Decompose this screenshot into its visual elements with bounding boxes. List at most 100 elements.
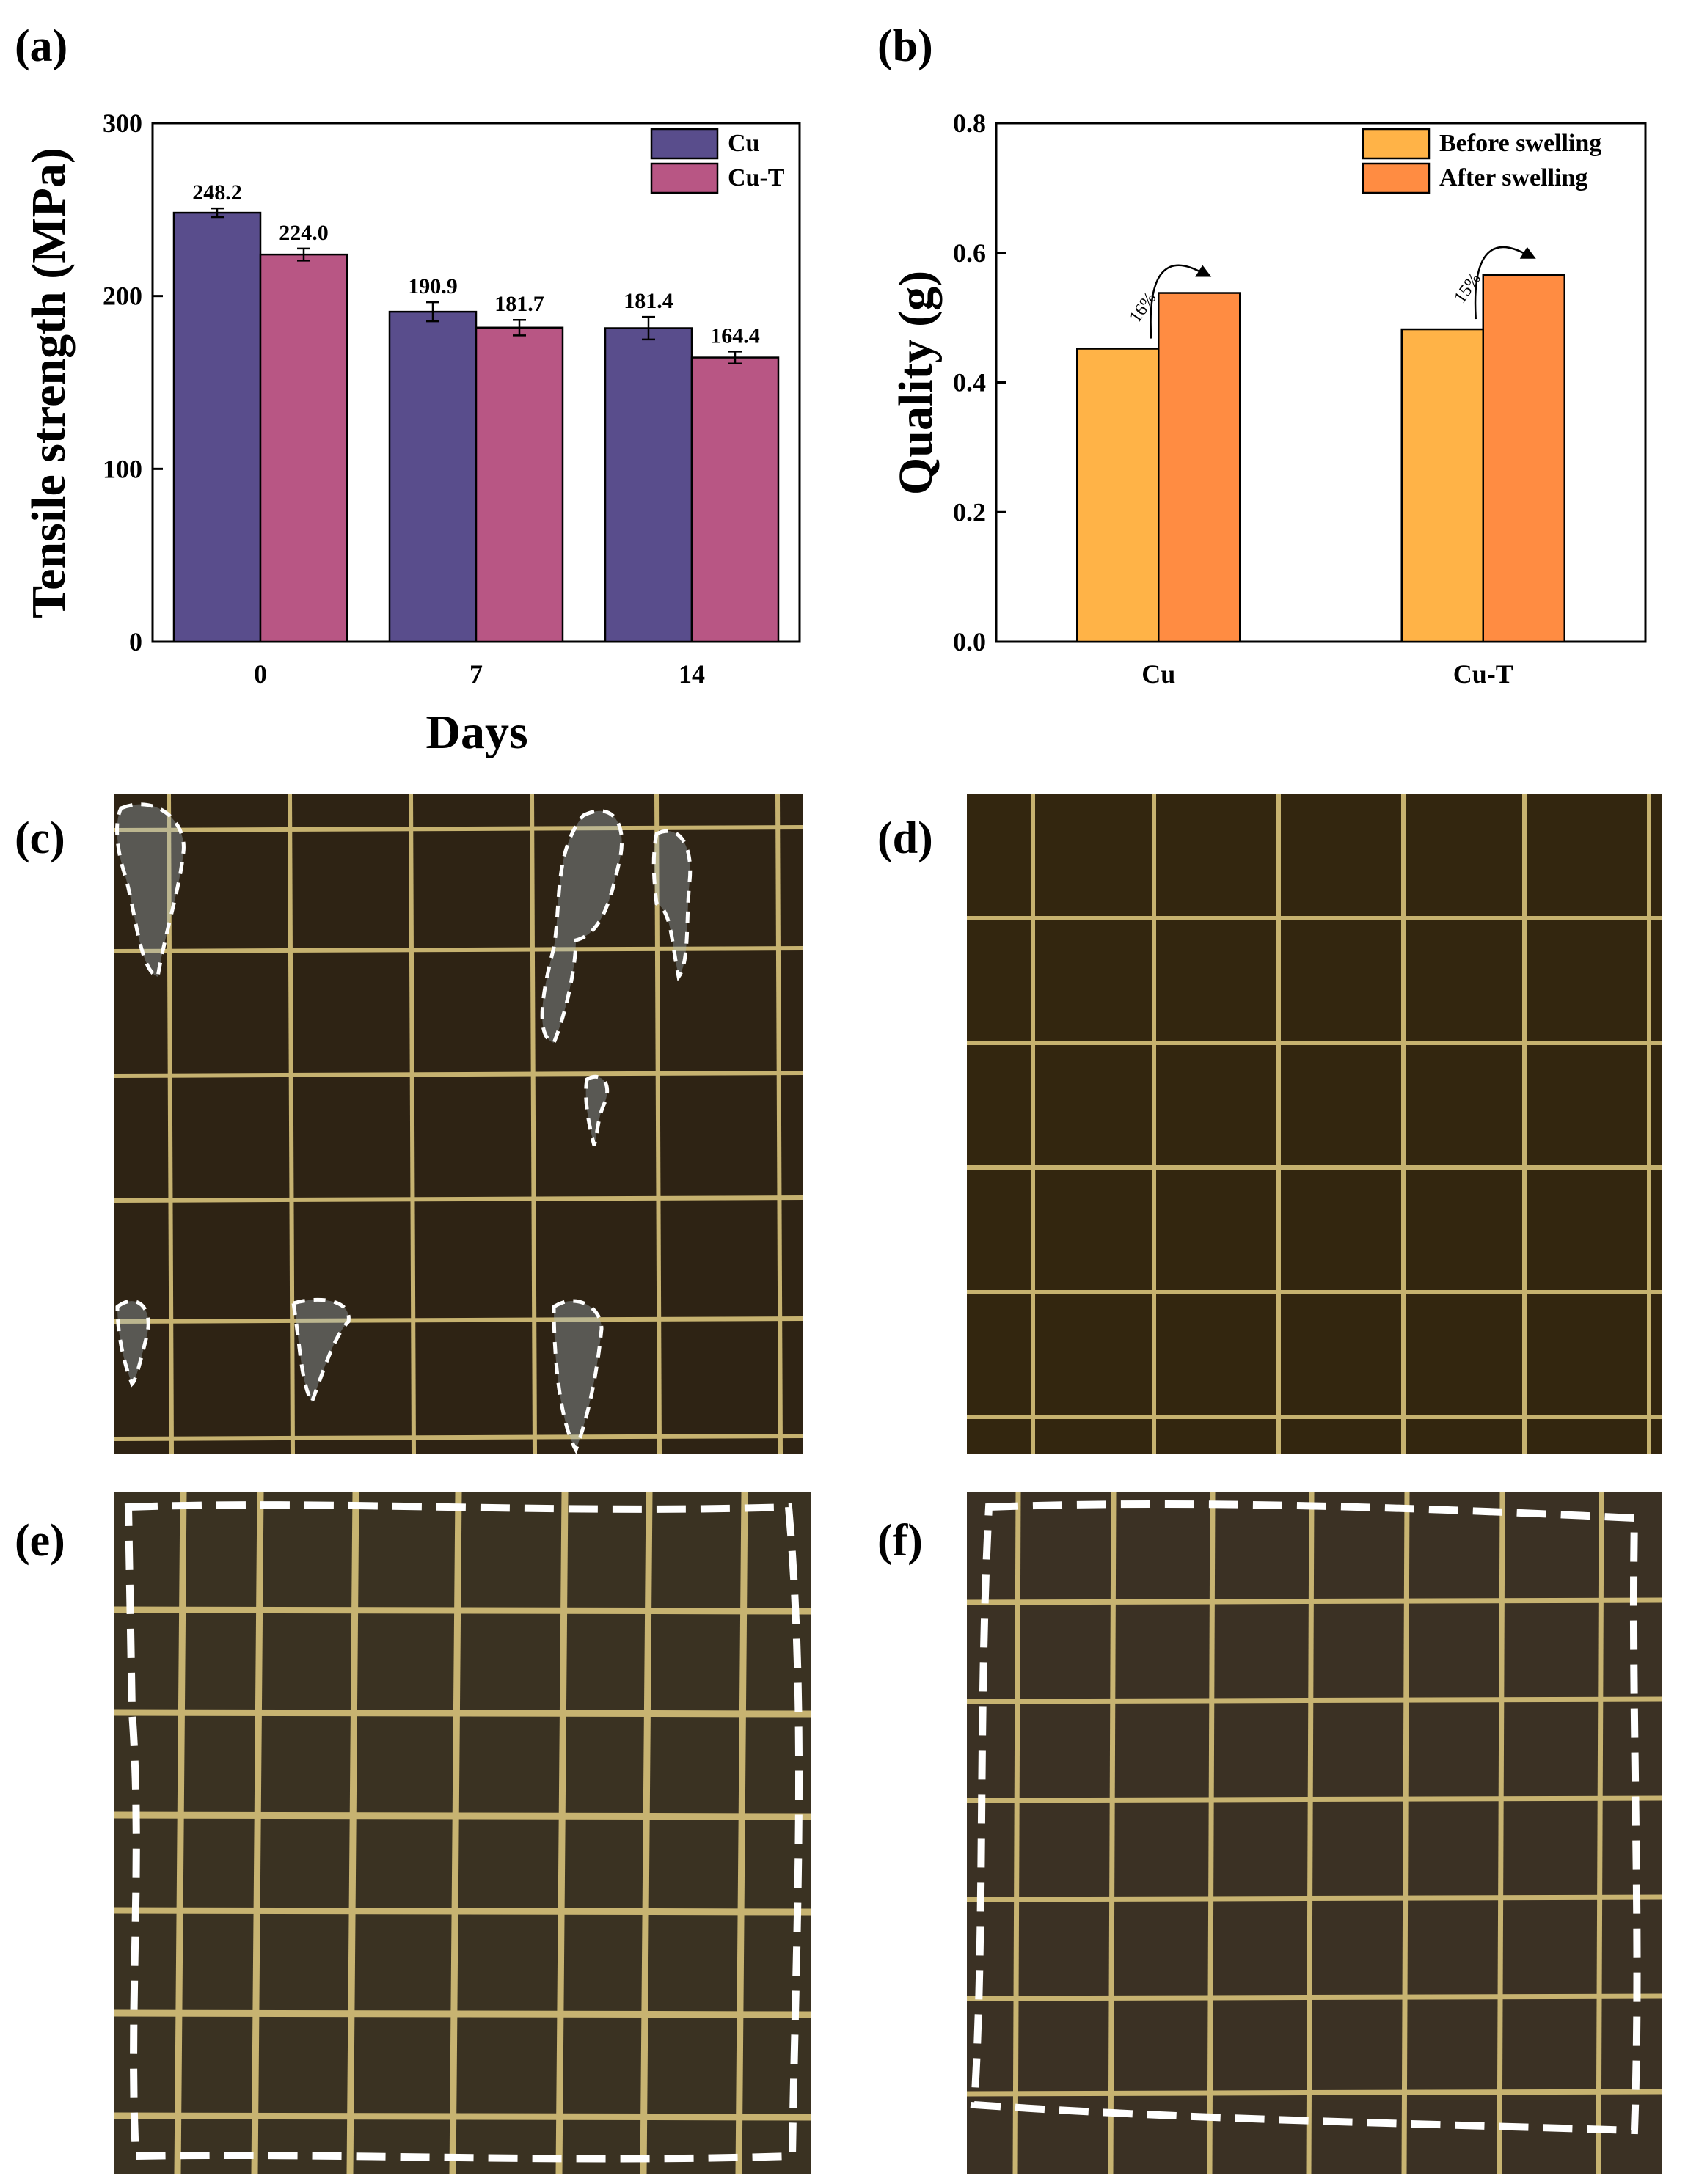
dashed-outline [115, 1299, 150, 1388]
grid-line-horizontal [114, 1195, 803, 1203]
arrow-head [1519, 246, 1536, 259]
grid-line-horizontal [114, 825, 803, 832]
grid-line-vertical [530, 794, 537, 1454]
panel-label-d: (d) [877, 813, 933, 863]
grid-line-horizontal [114, 2009, 811, 2018]
grid-line-horizontal [114, 946, 803, 953]
data-label: 224.0 [279, 221, 329, 245]
legend-swatch-cu [650, 128, 719, 160]
bar-cu-t [475, 326, 564, 643]
grid-line-horizontal [114, 1811, 811, 1820]
grid-line-vertical [1306, 1492, 1315, 2174]
y-tick-label: 300 [103, 109, 142, 138]
legend-label: Before swelling [1439, 130, 1601, 157]
grid-line-vertical [449, 1492, 462, 2174]
y-tick-label: 0.6 [953, 238, 986, 268]
legend-label: Cu-T [728, 164, 785, 191]
dashed-outline [540, 809, 624, 1046]
grid-lines [967, 794, 1662, 1454]
micrograph-c [114, 794, 803, 1454]
growth-arrow [1150, 264, 1205, 339]
grid-line-horizontal [114, 1434, 803, 1441]
data-label: 181.4 [624, 289, 673, 313]
y-tick-label: 100 [103, 454, 142, 483]
bar-after [1158, 292, 1241, 643]
bar-cu [172, 211, 262, 643]
grid-line-horizontal [114, 2112, 811, 2121]
bar-cu-t [259, 253, 348, 643]
growth-arrow [1474, 246, 1530, 320]
bar-cu [604, 327, 693, 643]
grid-line-horizontal [114, 1071, 803, 1078]
y-tick-label: 0.4 [953, 368, 986, 397]
percent-annotation: 16% [1126, 289, 1161, 326]
grid-line-horizontal [967, 1894, 1662, 1902]
grid-line-vertical [1596, 1492, 1604, 2174]
x-tick-label: 14 [679, 659, 705, 689]
tensile-strength-chart: Tensile strength (MPa) Days 0 100 200 300 0 2… [22, 109, 801, 759]
micrograph-background [114, 1492, 811, 2174]
grid-line-horizontal [114, 1606, 811, 1615]
x-tick-label: 7 [470, 659, 483, 689]
grid-line-vertical [1497, 1492, 1505, 2174]
y-tick-label: 200 [103, 282, 142, 311]
y-tick-label: 0.2 [953, 497, 986, 527]
micrograph-f [967, 1492, 1662, 2174]
grid-line-vertical [1012, 1492, 1021, 2174]
y-axis-title: Tensile strength (MPa) [22, 147, 76, 618]
micrograph-image [114, 794, 803, 1454]
dashed-outline [115, 802, 186, 980]
micrograph-background [967, 1492, 1662, 2174]
grid-line-vertical [1207, 1492, 1216, 2174]
grid-lines [967, 1492, 1662, 2174]
grid-lines [114, 1492, 811, 2174]
micrograph-image [967, 1492, 1662, 2174]
micrograph-background [967, 794, 1662, 1454]
dashed-outline [552, 1299, 604, 1454]
grid-line-vertical [735, 1492, 748, 2174]
grid-line-horizontal [967, 1696, 1662, 1704]
grid-line-vertical [288, 794, 295, 1454]
grid-line-vertical [174, 1492, 187, 2174]
micrograph-e [114, 1492, 811, 2174]
bar-after [1482, 274, 1565, 643]
legend-label: After swelling [1439, 164, 1587, 191]
micrograph-background [114, 794, 803, 1454]
legend-label: Cu [728, 130, 759, 157]
grid-line-vertical [640, 1492, 653, 2174]
data-label: 190.9 [408, 274, 458, 298]
bar-before [1400, 328, 1484, 643]
grid-line-vertical [1401, 1492, 1410, 2174]
dashed-outline [584, 1074, 610, 1146]
grid-line-vertical [555, 1492, 569, 2174]
x-tick-label: Cu-T [1453, 659, 1513, 689]
panel-label-b: (b) [877, 21, 933, 71]
data-label: 164.4 [710, 323, 760, 348]
grid-line-horizontal [967, 1795, 1662, 1803]
panel-label-c: (c) [15, 813, 65, 863]
x-tick-label: Cu [1141, 659, 1175, 689]
grid-line-vertical [346, 1492, 359, 2174]
x-axis-title: Days [425, 706, 527, 759]
y-tick-label: 0.8 [953, 109, 986, 138]
grid-line-vertical [775, 794, 783, 1454]
data-label: 181.7 [494, 292, 544, 316]
dashed-outline [651, 829, 693, 981]
x-tick-label: 0 [254, 659, 267, 689]
micrograph-d [967, 794, 1662, 1454]
micrograph-image [967, 794, 1662, 1454]
panel-label-a: (a) [15, 21, 68, 71]
dashed-outline [291, 1297, 351, 1407]
grid-line-horizontal [114, 1709, 811, 1718]
legend-swatch-after [1362, 162, 1431, 194]
grid-line-vertical [251, 1492, 264, 2174]
grid-line-horizontal [967, 1993, 1662, 2001]
panel-label-e: (e) [15, 1516, 65, 1566]
percent-annotation: 15% [1450, 270, 1485, 307]
y-axis-title: Quality (g) [889, 271, 943, 495]
dashed-outline [124, 1501, 803, 2163]
grid-lines [114, 794, 803, 1454]
bar-cu-t [690, 356, 780, 643]
dashed-outline [970, 1500, 1641, 2135]
grid-line-vertical [409, 794, 416, 1454]
